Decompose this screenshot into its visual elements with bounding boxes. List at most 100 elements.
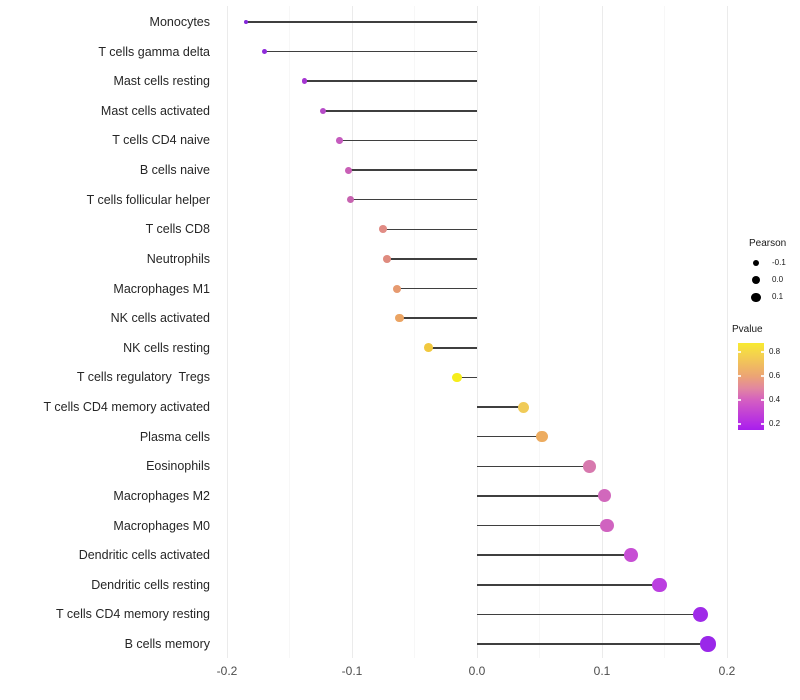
lollipop-stem — [348, 169, 477, 171]
colorbar-tick-mark — [738, 375, 741, 377]
data-point-dot — [623, 548, 638, 562]
y-axis-label: Plasma cells — [139, 429, 210, 444]
data-point-dot — [347, 196, 355, 204]
y-axis-label: Dendritic cells activated — [78, 548, 210, 563]
y-axis-label: T cells regulatory Tregs — [76, 370, 210, 385]
legend-size-dot — [751, 292, 761, 303]
data-point-dot — [344, 166, 352, 174]
data-point-dot — [423, 343, 433, 353]
y-axis-label: T cells follicular helper — [86, 192, 210, 207]
y-axis-label: B cells naive — [139, 163, 210, 178]
lollipop-stem — [477, 406, 524, 408]
colorbar-tick-mark — [738, 351, 741, 353]
data-point-dot — [243, 19, 248, 25]
legend-pearson-title: Pearson — [749, 238, 787, 249]
y-axis-label: Monocytes — [149, 15, 210, 29]
colorbar-tick-label: 0.4 — [769, 395, 781, 404]
data-point-dot — [700, 636, 717, 652]
y-axis-label: NK cells activated — [110, 311, 210, 326]
lollipop-stem — [477, 613, 701, 616]
data-point-dot — [395, 314, 404, 323]
pvalue-colorbar — [738, 343, 764, 430]
lollipop-stem — [477, 584, 660, 586]
colorbar-tick-label: 0.2 — [769, 419, 781, 428]
data-point-dot — [262, 49, 267, 55]
lollipop-stem — [339, 139, 477, 142]
lollipop-stem — [477, 554, 631, 556]
lollipop-stem — [477, 643, 709, 645]
lollipop-stem — [350, 198, 477, 201]
x-axis-tick-label: -0.2 — [216, 664, 238, 678]
legend-size-dot — [752, 259, 760, 267]
data-point-dot — [392, 284, 402, 293]
gridline-major — [226, 6, 228, 658]
y-axis-label: Macrophages M2 — [113, 488, 210, 503]
gridline-major — [476, 6, 478, 658]
gridline-minor — [539, 6, 540, 658]
colorbar-tick-mark — [761, 351, 764, 353]
data-point-dot — [583, 459, 596, 473]
lollipop-stem — [477, 495, 605, 497]
lollipop-stem — [457, 376, 477, 379]
y-axis-label: Dendritic cells resting — [91, 577, 210, 592]
legend-size-label: 0.1 — [772, 292, 784, 302]
data-point-dot — [336, 137, 343, 144]
x-axis-tick-label: 0.2 — [718, 664, 736, 678]
y-axis-label: Mast cells resting — [113, 74, 210, 89]
gridline-major — [726, 6, 728, 658]
y-axis-label: Mast cells activated — [100, 103, 210, 118]
colorbar-tick-mark — [738, 423, 741, 425]
data-point-dot — [452, 372, 462, 383]
lollipop-stem — [304, 80, 477, 82]
data-point-dot — [301, 78, 308, 85]
lollipop-stem — [477, 465, 590, 468]
lollipop-stem — [428, 347, 477, 349]
lollipop-stem — [397, 287, 477, 290]
y-axis-label: Macrophages M1 — [113, 281, 210, 296]
y-axis-label: T cells CD4 memory activated — [43, 400, 211, 415]
data-point-dot — [379, 225, 388, 234]
gridline-major — [601, 6, 603, 658]
lollipop-stem — [477, 524, 607, 527]
legend-size-label: 0.0 — [772, 275, 784, 285]
data-point-dot — [693, 606, 709, 623]
data-point-dot — [597, 489, 612, 503]
y-axis-label: T cells CD8 — [145, 222, 210, 237]
gridline-minor — [414, 6, 415, 658]
colorbar-tick-label: 0.6 — [769, 371, 781, 380]
colorbar-tick-mark — [738, 399, 741, 401]
lollipop-stem — [245, 21, 477, 23]
lollipop-stem — [477, 435, 542, 438]
y-axis-label: Eosinophils — [146, 459, 210, 474]
data-point-dot — [320, 107, 327, 114]
y-axis-label: T cells gamma delta — [98, 44, 210, 59]
y-axis-label: T cells CD4 naive — [112, 133, 210, 148]
data-point-dot — [517, 401, 529, 413]
legend-size-label: -0.1 — [772, 258, 786, 267]
lollipop-stem — [264, 50, 477, 53]
data-point-dot — [600, 518, 614, 533]
x-axis-tick-label: 0.1 — [593, 664, 611, 678]
gridline-major — [351, 6, 353, 658]
y-axis-label: B cells memory — [124, 637, 210, 652]
colorbar-tick-mark — [761, 399, 764, 401]
y-axis-label: Neutrophils — [146, 251, 210, 266]
y-axis-label: NK cells resting — [123, 340, 210, 355]
lollipop-stem — [323, 110, 477, 112]
gridline-minor — [664, 6, 665, 658]
lollipop-stem — [399, 317, 477, 319]
lollipop-stem — [383, 228, 477, 231]
gridline-minor — [289, 6, 290, 658]
lollipop-stem — [387, 258, 477, 260]
y-axis-label: Macrophages M0 — [113, 518, 210, 533]
data-point-dot — [383, 255, 391, 263]
colorbar-tick-label: 0.8 — [769, 347, 781, 356]
colorbar-tick-mark — [761, 423, 764, 425]
x-axis-tick-label: 0.0 — [468, 664, 486, 678]
data-point-dot — [652, 577, 667, 592]
x-axis-tick-label: -0.1 — [341, 664, 363, 678]
legend-pvalue-title: Pvalue — [732, 324, 763, 335]
colorbar-tick-mark — [761, 375, 764, 377]
legend-size-dot — [752, 276, 760, 285]
